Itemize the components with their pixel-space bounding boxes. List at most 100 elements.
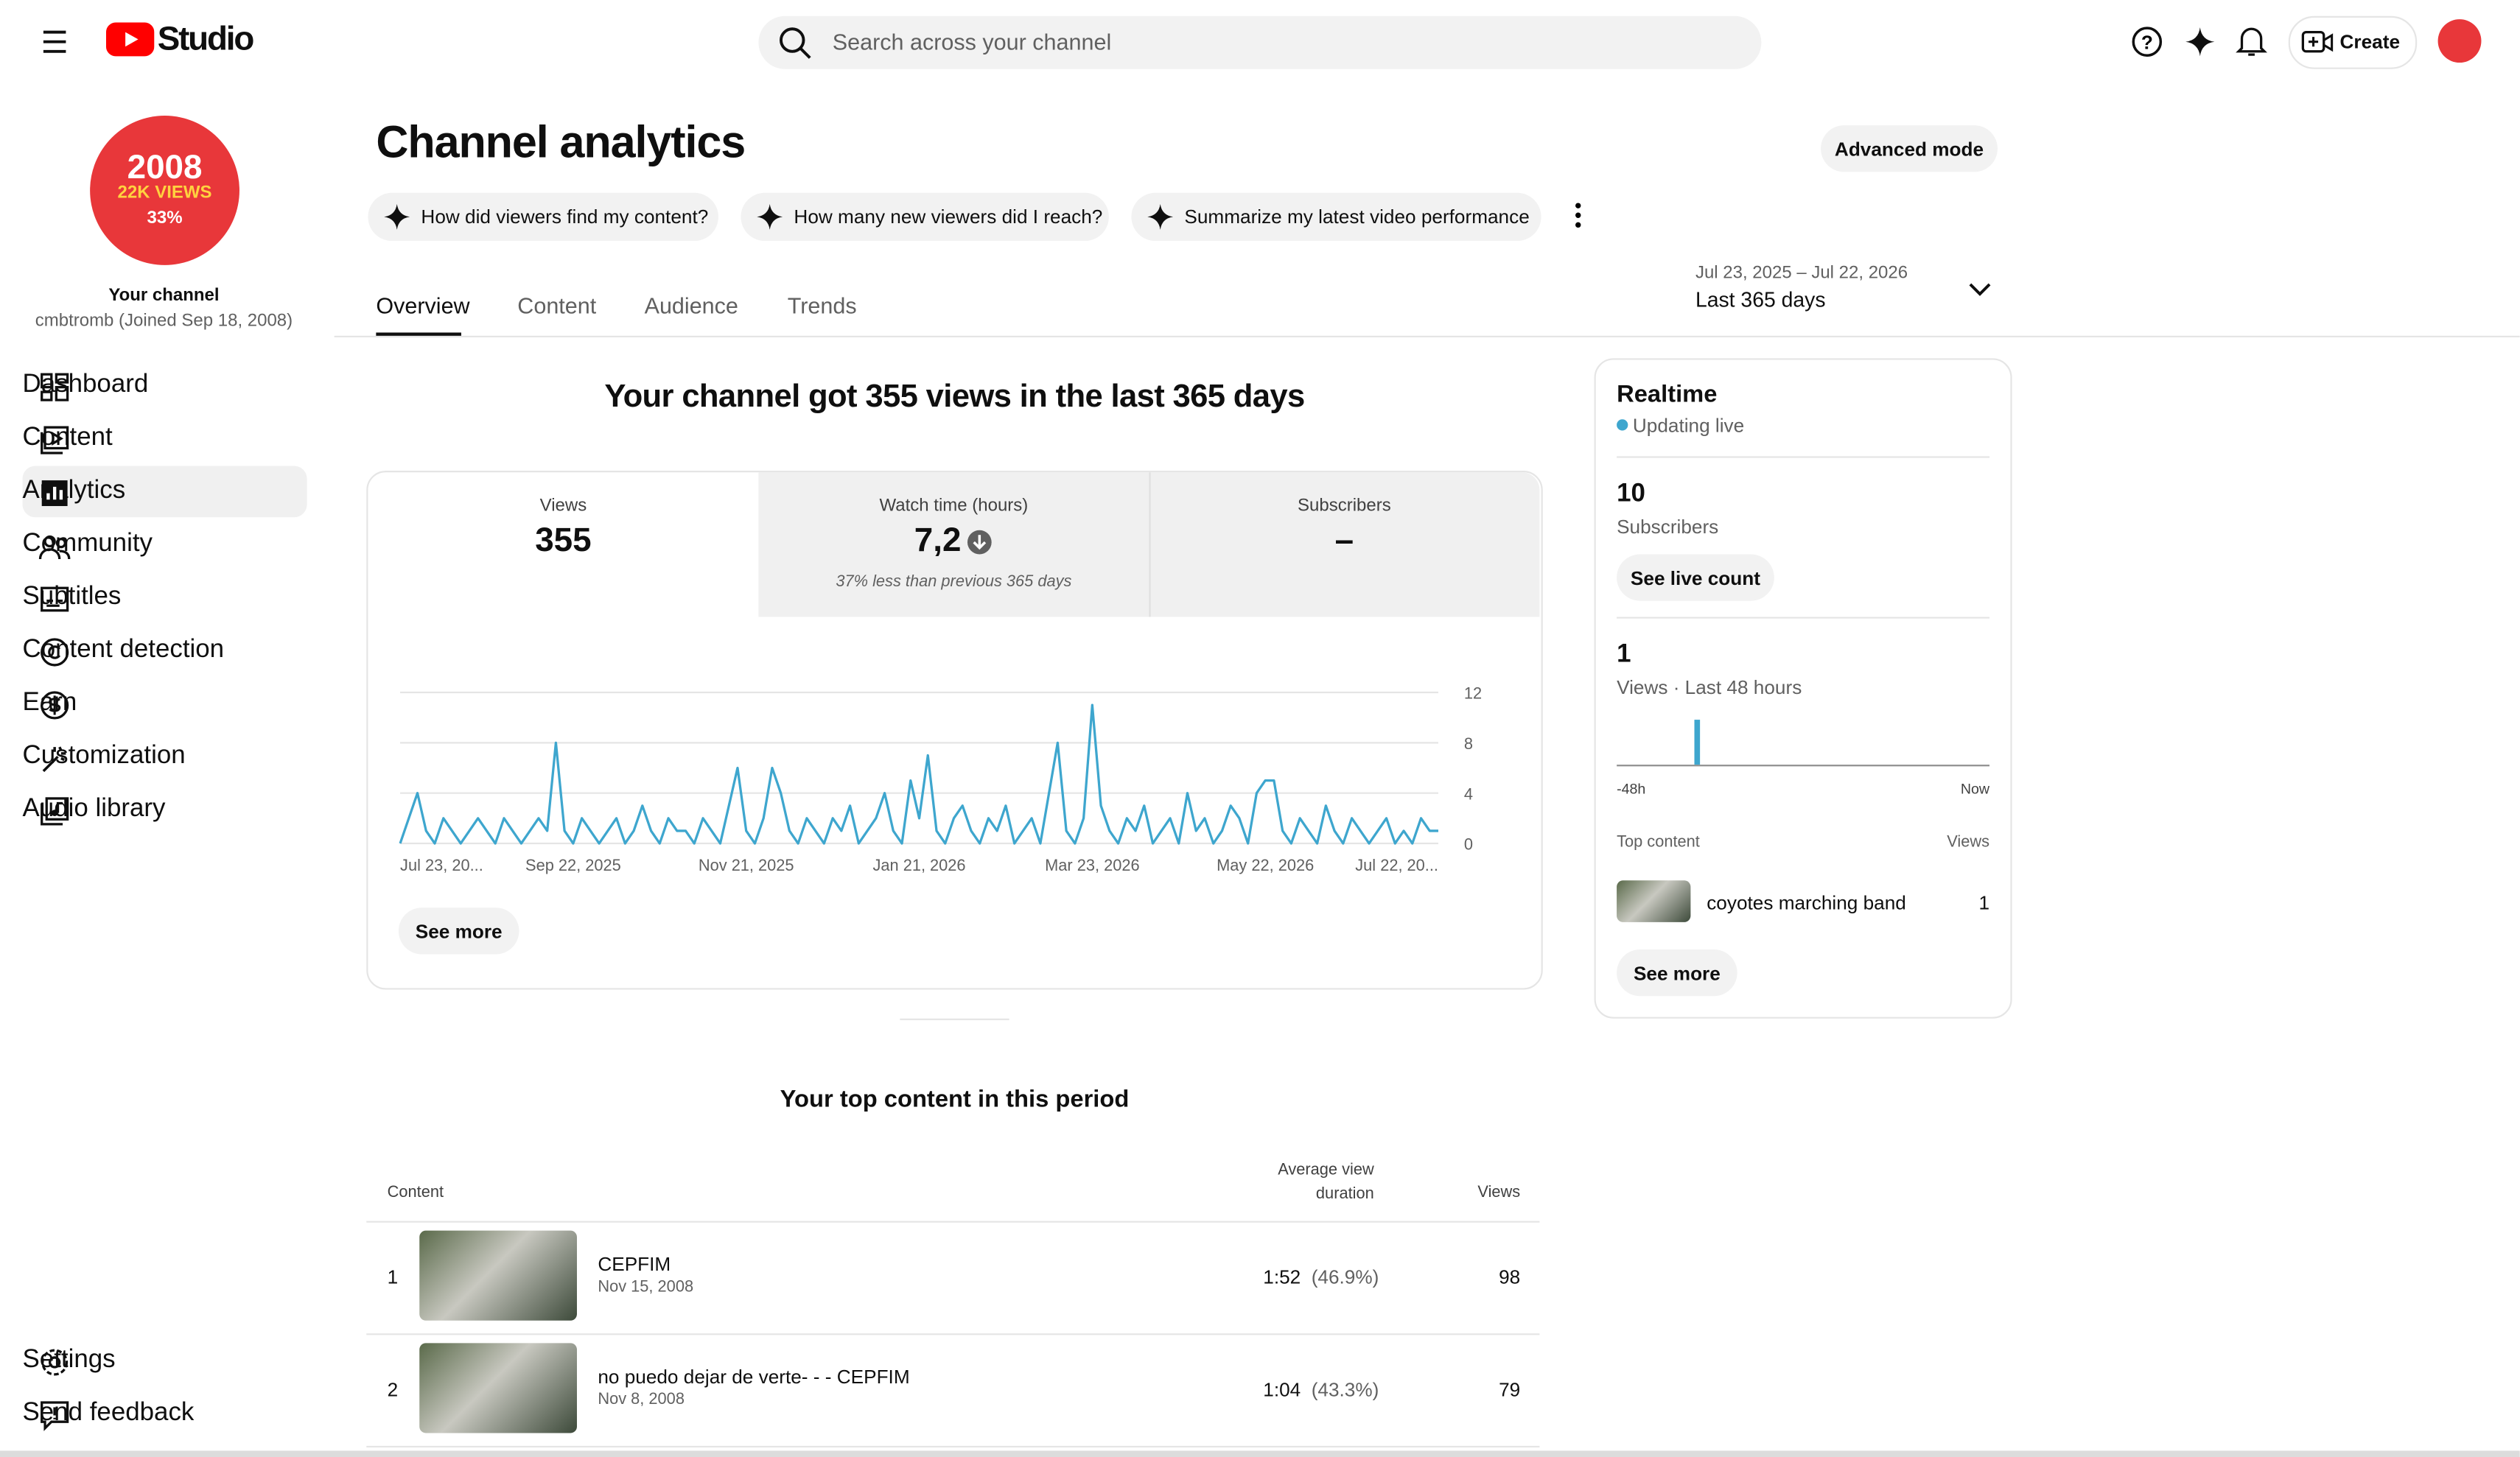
- prompt-chip[interactable]: Summarize my latest video performance: [1131, 192, 1541, 242]
- prompt-text[interactable]: Summarize my latest video performance: [1184, 206, 1530, 228]
- page-title: Channel analytics: [376, 117, 746, 167]
- search-icon[interactable]: [778, 26, 813, 61]
- more-icon[interactable]: [1569, 199, 1588, 231]
- axis-label: Now: [1961, 781, 1989, 797]
- rank: 1: [387, 1265, 399, 1289]
- avatar-views: 22K VIEWS: [117, 183, 212, 203]
- rank: 2: [387, 1378, 399, 1401]
- x-tick-label: May 22, 2026: [1217, 856, 1314, 874]
- views: 79: [1499, 1378, 1521, 1401]
- help-icon[interactable]: ?: [2131, 26, 2163, 58]
- y-tick-label: 4: [1464, 784, 1473, 803]
- search-box[interactable]: [758, 15, 1762, 69]
- metric-label: Watch time (hours): [879, 496, 1029, 516]
- nav-icon: [41, 586, 69, 612]
- row-divider: [366, 1445, 1540, 1448]
- views: 98: [1499, 1265, 1521, 1289]
- nav-item[interactable]: Content: [23, 413, 307, 465]
- x-tick-label: Jan 21, 2026: [873, 856, 966, 874]
- video-title[interactable]: no puedo dejar de verte- - - CEPFIM: [598, 1365, 910, 1388]
- logo-text[interactable]: Studio: [157, 21, 255, 58]
- live-dot: [1617, 419, 1628, 431]
- channel-avatar[interactable]: [90, 116, 239, 265]
- views-column-label: Views: [1947, 833, 1990, 852]
- spark-icon: [384, 203, 410, 230]
- spark-icon[interactable]: [2184, 26, 2216, 58]
- metric-value: 355: [535, 522, 592, 559]
- tab[interactable]: Trends: [787, 292, 857, 318]
- period[interactable]: Last 365 days: [1695, 287, 1826, 312]
- tab-indicator: [376, 332, 461, 338]
- create-label[interactable]: Create: [2339, 30, 2401, 53]
- nav-icon: [41, 426, 69, 454]
- spark-icon: [1147, 203, 1174, 230]
- advanced-mode-button[interactable]: Advanced mode: [1821, 125, 1998, 172]
- overview-headline: Your channel got 355 views in the last 3…: [604, 379, 1305, 415]
- prompt-chip[interactable]: How did viewers find my content?: [368, 192, 718, 242]
- create-icon[interactable]: [2301, 29, 2334, 55]
- duration-percent: (43.3%): [1311, 1378, 1379, 1401]
- nav-item[interactable]: Dashboard: [23, 360, 307, 412]
- tab[interactable]: Content: [517, 292, 597, 318]
- nav-item[interactable]: Community: [23, 519, 307, 570]
- column-header: Average view duration: [1278, 1161, 1374, 1204]
- video-title[interactable]: CEPFIM: [598, 1253, 671, 1276]
- menu-icon[interactable]: [38, 26, 71, 58]
- row-divider: [366, 1221, 1540, 1223]
- axis-label: -48h: [1617, 781, 1645, 797]
- metric-tabs-bg: [758, 472, 1540, 617]
- metric-value: 7,2: [914, 522, 962, 559]
- tab[interactable]: Audience: [644, 292, 738, 318]
- date-range[interactable]: Jul 23, 2025 – Jul 22, 2026: [1695, 263, 1908, 283]
- realtime-views: 1: [1617, 641, 1631, 669]
- nav-item[interactable]: Send feedback: [23, 1388, 307, 1439]
- tab[interactable]: Overview: [376, 292, 470, 318]
- video-date: Nov 8, 2008: [598, 1391, 685, 1409]
- duration: 1:04: [1263, 1378, 1301, 1401]
- prompt-text[interactable]: How did viewers find my content?: [421, 206, 709, 228]
- bell-icon[interactable]: [2236, 24, 2268, 60]
- nav-item[interactable]: Analytics: [22, 466, 307, 518]
- realtime-chart: -48h Now: [1617, 720, 1990, 797]
- see-more-button[interactable]: See more: [398, 907, 519, 955]
- nav-label[interactable]: Community: [22, 530, 153, 558]
- top-item-views: 1: [1978, 891, 1990, 914]
- thumbnail[interactable]: [419, 1343, 577, 1433]
- nav-item[interactable]: Content detection: [23, 625, 307, 676]
- logo-icon[interactable]: [105, 22, 155, 58]
- row-divider: [366, 1333, 1540, 1335]
- create-button[interactable]: [2288, 15, 2418, 69]
- nav-label[interactable]: Dashboard: [22, 371, 149, 399]
- prompt-chip[interactable]: How many new viewers did I reach?: [741, 192, 1109, 242]
- section-divider: [900, 1018, 1009, 1020]
- nav-item[interactable]: Subtitles: [23, 572, 307, 623]
- nav-item[interactable]: Earn: [23, 678, 307, 729]
- metric-divider: [1149, 472, 1151, 617]
- realtime-subscribers: 10: [1617, 480, 1645, 508]
- top-item-title[interactable]: coyotes marching band: [1707, 891, 1906, 914]
- nav-label[interactable]: Analytics: [22, 477, 126, 505]
- see-live-count-button[interactable]: See live count: [1617, 554, 1774, 601]
- nav-item[interactable]: Settings: [23, 1335, 307, 1386]
- y-tick-label: 8: [1464, 734, 1473, 753]
- nav-item[interactable]: Customization: [23, 731, 307, 782]
- prompt-text[interactable]: How many new viewers did I reach?: [794, 206, 1103, 228]
- thumbnail[interactable]: [419, 1230, 577, 1321]
- period-dropdown-icon[interactable]: [1967, 278, 1993, 301]
- nav-icon: [41, 691, 69, 720]
- x-tick-label: Jul 23, 20...: [400, 856, 483, 874]
- nav-label[interactable]: Settings: [22, 1346, 116, 1374]
- see-more-button[interactable]: See more: [1617, 949, 1737, 997]
- search-placeholder[interactable]: Search across your channel: [832, 29, 1112, 55]
- nav-item[interactable]: Audio library: [23, 784, 307, 835]
- y-tick-label: 0: [1464, 835, 1473, 854]
- account-avatar[interactable]: [2437, 19, 2482, 63]
- top-item-thumbnail[interactable]: [1617, 880, 1691, 922]
- channel-label: Your channel: [108, 286, 220, 306]
- nav-icon: [42, 746, 66, 773]
- channel-name: cmbtromb (Joined Sep 18, 2008): [35, 312, 293, 331]
- realtime-subscribers-label: Subscribers: [1617, 516, 1719, 538]
- duration: 1:52: [1263, 1265, 1301, 1289]
- nav-label[interactable]: Subtitles: [22, 583, 122, 611]
